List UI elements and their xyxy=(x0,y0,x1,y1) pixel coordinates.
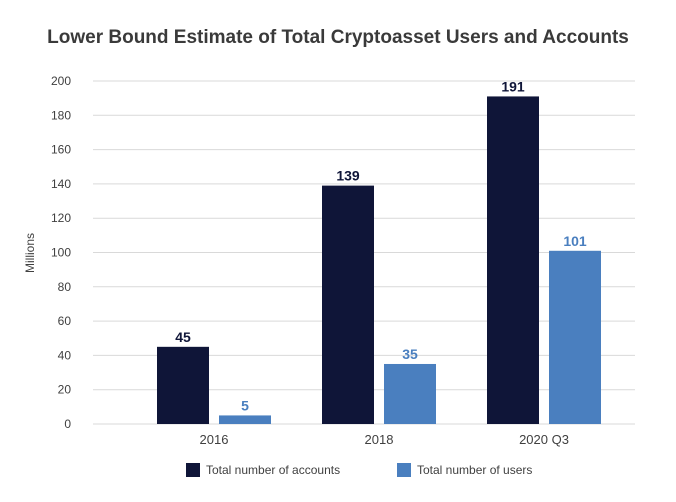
data-label: 139 xyxy=(336,168,360,184)
y-tick-label: 180 xyxy=(51,108,71,122)
bar-accounts-2 xyxy=(487,96,539,424)
legend-label: Total number of accounts xyxy=(206,463,340,477)
x-axis-ticks: 2016 2018 2020 Q3 xyxy=(200,432,569,447)
data-label: 5 xyxy=(241,397,249,413)
data-label: 101 xyxy=(563,233,587,249)
y-tick-label: 40 xyxy=(58,348,72,362)
x-tick-label: 2020 Q3 xyxy=(519,432,569,447)
bar-accounts-0 xyxy=(157,346,209,424)
y-tick-label: 120 xyxy=(51,211,71,225)
bar-accounts-1 xyxy=(322,185,374,424)
y-tick-label: 0 xyxy=(64,417,71,431)
bar-users-2 xyxy=(549,250,601,424)
legend-swatch xyxy=(186,463,200,477)
y-tick-label: 160 xyxy=(51,143,71,157)
y-tick-label: 80 xyxy=(58,280,72,294)
data-label: 45 xyxy=(175,329,191,345)
legend: Total number of accounts Total number of … xyxy=(186,463,532,477)
legend-label: Total number of users xyxy=(417,463,532,477)
x-tick-label: 2018 xyxy=(365,432,394,447)
bars: 45 5 139 35 191 101 xyxy=(157,78,601,424)
y-tick-label: 60 xyxy=(58,314,72,328)
y-tick-label: 100 xyxy=(51,246,71,260)
x-tick-label: 2016 xyxy=(200,432,229,447)
y-tick-label: 20 xyxy=(58,383,72,397)
data-label: 35 xyxy=(402,346,418,362)
data-label: 191 xyxy=(501,78,525,94)
bar-users-1 xyxy=(384,363,436,424)
y-tick-label: 140 xyxy=(51,177,71,191)
chart-title: Lower Bound Estimate of Total Cryptoasse… xyxy=(47,27,629,48)
legend-swatch xyxy=(397,463,411,477)
bar-users-0 xyxy=(219,415,271,424)
y-axis-ticks: 0 20 40 60 80 100 120 140 160 180 200 xyxy=(51,74,71,431)
y-axis-label: Millions xyxy=(23,233,37,273)
y-tick-label: 200 xyxy=(51,74,71,88)
